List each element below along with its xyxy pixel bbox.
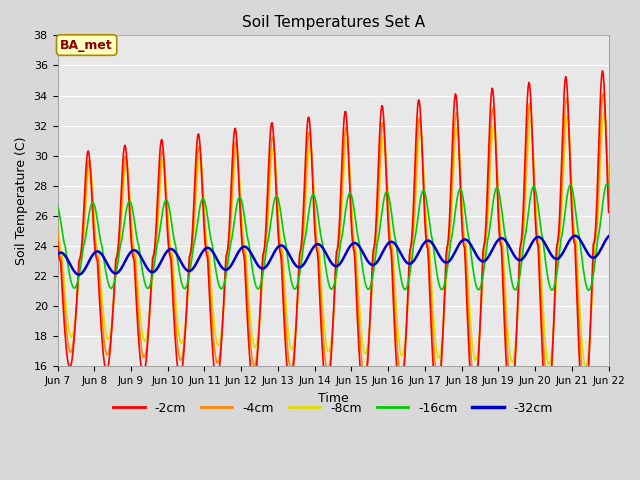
Legend: -2cm, -4cm, -8cm, -16cm, -32cm: -2cm, -4cm, -8cm, -16cm, -32cm (108, 396, 558, 420)
Y-axis label: Soil Temperature (C): Soil Temperature (C) (15, 137, 28, 265)
Text: BA_met: BA_met (60, 38, 113, 51)
Title: Soil Temperatures Set A: Soil Temperatures Set A (241, 15, 424, 30)
X-axis label: Time: Time (317, 392, 348, 405)
